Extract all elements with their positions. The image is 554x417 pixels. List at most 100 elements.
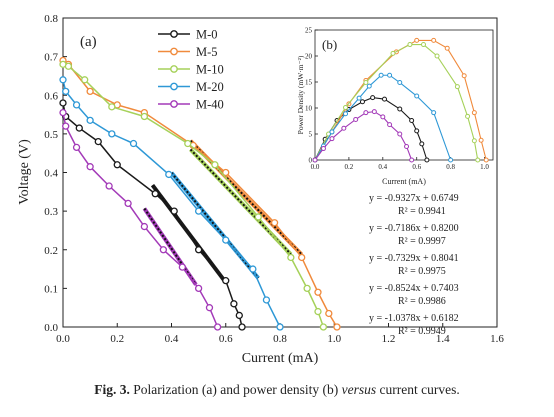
main-series-line xyxy=(62,59,338,328)
inset-data-point xyxy=(404,143,410,149)
main-data-point xyxy=(86,116,94,125)
main-data-point xyxy=(140,112,149,121)
inset-x-tick-label: 0.4 xyxy=(378,163,387,171)
main-y-axis-label: Voltage (V) xyxy=(17,139,32,205)
main-data-point xyxy=(314,288,322,296)
inset-data-point xyxy=(343,104,349,110)
inset-data-point xyxy=(454,84,460,90)
inset-data-point xyxy=(419,141,425,147)
caption-italic: versus xyxy=(341,382,377,397)
fit-r-squared: R² = 0.9975 xyxy=(398,266,446,277)
inset-data-point xyxy=(371,109,377,115)
main-x-tick-label: 0.2 xyxy=(110,333,124,345)
main-data-point xyxy=(178,263,187,271)
main-data-point xyxy=(276,323,284,331)
main-data-point xyxy=(62,87,70,96)
main-data-point xyxy=(72,101,81,109)
main-data-point xyxy=(213,323,222,331)
inset-data-point xyxy=(483,157,489,163)
inset-data-point xyxy=(366,83,372,89)
inset-data-point xyxy=(465,113,471,119)
inset-data-point xyxy=(471,110,477,116)
main-data-point xyxy=(81,76,89,84)
inset-y-tick-label: 10 xyxy=(305,105,313,113)
inset-panel-label: (b) xyxy=(322,37,337,52)
inset-data-point xyxy=(341,125,347,131)
fit-line-dots xyxy=(170,172,260,279)
main-data-point xyxy=(235,311,243,320)
inset-data-point xyxy=(378,72,384,78)
main-data-point xyxy=(238,323,246,331)
main-data-point xyxy=(194,284,203,293)
main-fit-lines xyxy=(142,139,304,286)
legend-marker xyxy=(170,100,178,108)
main-data-point xyxy=(108,130,116,138)
main-x-axis-label: Current (mA) xyxy=(242,351,319,366)
main-y-tick-label: 0.8 xyxy=(44,13,58,25)
caption-tail: current curves. xyxy=(379,382,460,397)
fit-equations: y = -0.9327x + 0.6749 R² = 0.9941 y = -0.7… xyxy=(369,193,459,337)
main-x-tick-label: 0.4 xyxy=(165,333,179,345)
inset-data-point xyxy=(471,138,477,144)
inset-data-point xyxy=(380,114,386,120)
legend: M-0 M-5 M-10 M-20 M-40 xyxy=(158,28,224,112)
inset-data-point xyxy=(448,157,454,163)
main-data-point xyxy=(59,76,67,84)
fit-r-squared: R² = 0.9941 xyxy=(398,206,446,217)
legend-marker xyxy=(170,47,178,56)
fit-r-squared: R² = 0.9986 xyxy=(398,296,446,307)
main-panel-label: (a) xyxy=(80,34,97,50)
main-data-point xyxy=(159,246,168,254)
main-data-point xyxy=(72,143,81,152)
fit-line-dots xyxy=(189,140,303,256)
fit-line-dots xyxy=(143,207,197,286)
inset-data-point xyxy=(390,50,396,56)
main-data-point xyxy=(108,103,116,111)
main-data-point xyxy=(222,276,230,285)
main-data-point xyxy=(75,124,83,132)
main-data-point xyxy=(194,246,203,254)
inset-data-point xyxy=(387,122,393,128)
inset-data-point xyxy=(356,95,362,101)
main-y-tick-label: 0.7 xyxy=(44,52,58,64)
inset-y-tick-label: 20 xyxy=(305,53,313,61)
main-data-point xyxy=(105,182,113,190)
inset-x-tick-label: 0.0 xyxy=(311,163,320,171)
main-data-point xyxy=(170,207,178,215)
main-x-tick-label: 0.8 xyxy=(273,333,287,345)
legend-entry-label: M-10 xyxy=(196,63,224,77)
inset-data-point xyxy=(414,128,420,134)
main-data-point xyxy=(249,265,257,273)
inset-x-tick-label: 0.2 xyxy=(345,163,354,171)
inset-data-point xyxy=(359,99,365,105)
main-data-point xyxy=(303,284,311,293)
main-series-line xyxy=(62,102,243,328)
inset-data-point xyxy=(444,45,450,51)
main-series-line xyxy=(62,112,219,328)
inset-data-point xyxy=(414,93,420,99)
legend-marker xyxy=(170,82,178,91)
main-data-point xyxy=(62,122,70,130)
main-x-tick-label: 0.6 xyxy=(219,333,233,345)
inset-data-point xyxy=(397,131,403,137)
main-data-point xyxy=(298,253,306,262)
fit-r-squared: R² = 0.9949 xyxy=(398,326,446,337)
fit-equation: y = -0.7329x + 0.8041 xyxy=(369,253,459,264)
main-y-tick-label: 0.2 xyxy=(44,245,58,257)
figure-caption: Fig. 3. Polarization (a) and power densi… xyxy=(0,382,554,398)
main-x-tick-label: 1.0 xyxy=(327,333,341,345)
main-x-tick-label: 1.4 xyxy=(436,333,450,345)
inset-data-point xyxy=(387,72,393,78)
main-data-point xyxy=(287,253,295,262)
main-y-tick-label: 0.3 xyxy=(44,206,58,218)
fit-equation: y = -0.7186x + 0.8200 xyxy=(369,223,459,234)
legend-entry-label: M-0 xyxy=(196,28,218,42)
main-y-tick-label: 0.4 xyxy=(44,168,58,180)
fit-equation: y = -0.8524x + 0.7403 xyxy=(369,283,459,294)
inset-data-point xyxy=(320,146,326,152)
main-data-point xyxy=(64,62,73,70)
main-data-point xyxy=(319,323,328,331)
inset-data-point xyxy=(431,37,437,43)
inset-data-point xyxy=(370,95,376,101)
inset-data-point xyxy=(312,157,318,163)
